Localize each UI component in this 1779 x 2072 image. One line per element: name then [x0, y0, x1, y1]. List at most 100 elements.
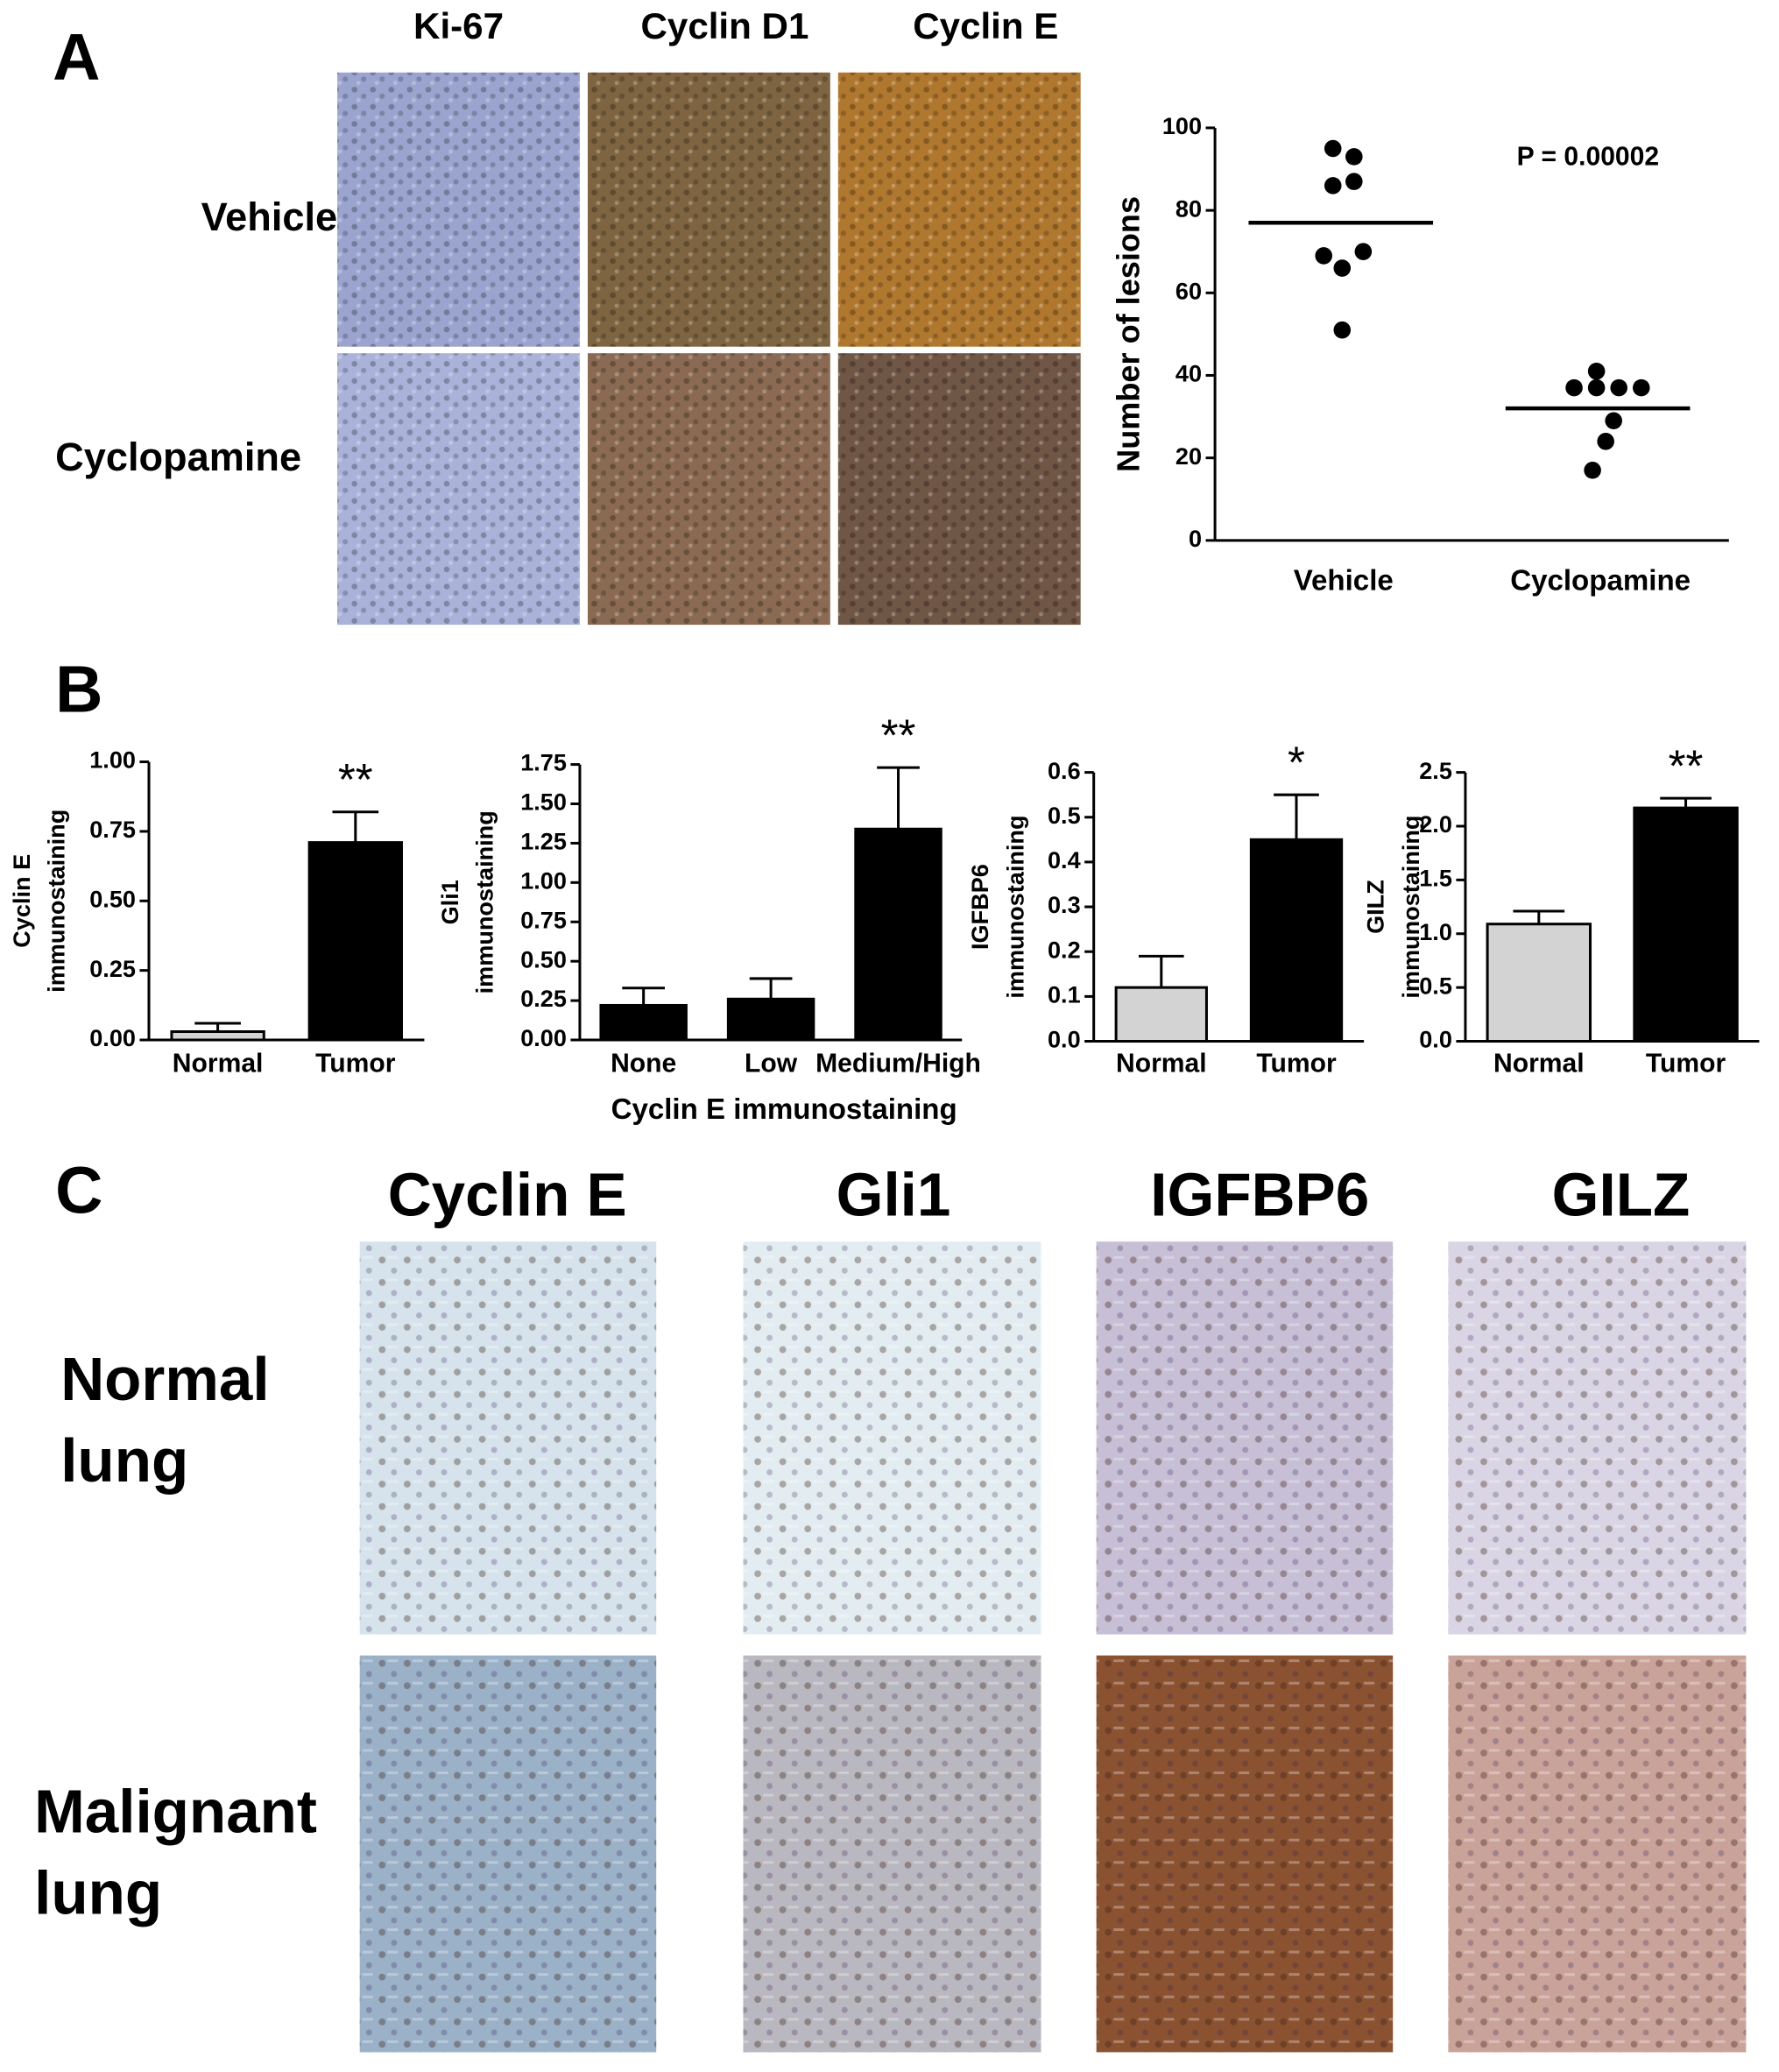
row-label: Vehicle [201, 194, 338, 239]
significance: ** [1669, 740, 1704, 790]
x-axis-label: Cyclin E immunostaining [611, 1093, 957, 1126]
bar [854, 827, 942, 1042]
bar [1633, 806, 1739, 1043]
y-tick-label: 0.5 [1419, 972, 1452, 999]
y-tick-label: 80 [1175, 194, 1202, 222]
column-label: Cyclin D1 [640, 5, 808, 46]
data-point [1565, 378, 1583, 397]
row-label: lung [60, 1426, 188, 1495]
y-axis-label: Number of lesions [1110, 196, 1146, 472]
panel-letter: A [53, 20, 100, 94]
micrograph-texture [1448, 1655, 1747, 2053]
y-tick-label: 0.25 [520, 985, 567, 1012]
bar [599, 1003, 688, 1042]
p-value: P = 0.00002 [1517, 142, 1660, 171]
micrograph-texture [1096, 1655, 1394, 2053]
row-label: lung [34, 1859, 162, 1927]
y-tick-label: 0 [1189, 525, 1202, 552]
column-label: Gli1 [837, 1160, 951, 1228]
y-tick-label: 20 [1175, 442, 1202, 470]
bar [170, 1029, 265, 1042]
data-point [1587, 362, 1606, 380]
y-tick-label: 0.75 [520, 906, 567, 933]
micrograph-texture [587, 72, 830, 347]
micrograph-texture [587, 353, 830, 626]
y-tick-label: 0.2 [1048, 936, 1081, 963]
x-tick-label: Medium/High [815, 1050, 981, 1078]
panel-letter: C [55, 1153, 102, 1227]
panel-letter: B [55, 653, 102, 726]
bar [1114, 986, 1208, 1043]
data-point [1333, 321, 1352, 339]
micrograph-texture [1096, 1241, 1394, 1635]
x-tick-label: None [611, 1050, 676, 1078]
x-tick-label: Tumor [315, 1050, 396, 1078]
y-tick-label: 1.25 [520, 828, 567, 855]
x-tick-label: Low [745, 1050, 798, 1078]
y-tick-label: 40 [1175, 360, 1202, 387]
micrograph-texture [743, 1241, 1041, 1635]
data-point [1345, 148, 1363, 166]
y-axis-label: Gli1 [436, 880, 463, 924]
y-tick-label: 1.0 [1419, 918, 1452, 945]
column-label: Ki-67 [413, 5, 504, 46]
data-point [1633, 378, 1650, 397]
data-point [1345, 173, 1363, 190]
y-tick-label: 2.0 [1419, 810, 1452, 838]
row-label: Cyclopamine [55, 435, 301, 479]
y-tick-label: 0.3 [1048, 891, 1081, 918]
y-axis-label: immunostaining [42, 810, 69, 993]
x-tick-label: Tumor [1646, 1050, 1726, 1078]
data-point [1597, 433, 1614, 450]
y-tick-label: 0.0 [1419, 1026, 1452, 1053]
column-label: Cyclin E [388, 1160, 627, 1228]
column-label: GILZ [1552, 1160, 1691, 1228]
y-tick-label: 0.50 [520, 945, 567, 972]
y-axis-label: immunostaining [470, 810, 498, 994]
y-tick-label: 0.25 [89, 955, 136, 982]
column-label: Cyclin E [913, 5, 1058, 46]
y-tick-label: 0.50 [89, 885, 136, 912]
y-axis-label: immunostaining [1002, 816, 1029, 999]
y-tick-label: 0.00 [89, 1024, 136, 1051]
x-tick-label: Cyclopamine [1510, 565, 1691, 598]
y-tick-label: 0.4 [1048, 846, 1081, 873]
data-point [1605, 412, 1622, 430]
y-axis-label: immunostaining [1397, 816, 1424, 999]
micrograph-texture [743, 1655, 1041, 2053]
row-label: Normal [60, 1345, 269, 1413]
y-tick-label: 100 [1162, 112, 1202, 139]
data-point [1587, 378, 1606, 397]
micrograph-texture [837, 72, 1081, 347]
y-tick-label: 1.5 [1419, 865, 1452, 892]
y-tick-label: 1.75 [520, 749, 567, 776]
x-tick-label: Normal [173, 1050, 264, 1078]
micrograph-texture [837, 353, 1081, 626]
x-tick-label: Normal [1116, 1050, 1207, 1078]
column-label: IGFBP6 [1150, 1160, 1369, 1228]
y-tick-label: 60 [1175, 277, 1202, 304]
y-tick-label: 0.75 [89, 816, 136, 843]
significance: ** [338, 754, 373, 804]
data-point [1315, 247, 1332, 265]
y-tick-label: 0.6 [1048, 757, 1081, 784]
x-tick-label: Tumor [1256, 1050, 1337, 1078]
x-tick-label: Vehicle [1294, 565, 1394, 598]
y-tick-label: 1.00 [520, 866, 567, 894]
y-tick-label: 1.00 [89, 746, 136, 774]
y-axis-label: GILZ [1361, 880, 1388, 934]
data-point [1324, 139, 1342, 158]
micrograph-texture [359, 1655, 657, 2053]
x-tick-label: Normal [1493, 1050, 1585, 1078]
y-tick-label: 0.00 [520, 1024, 567, 1051]
row-label: Malignant [34, 1777, 317, 1845]
y-tick-label: 0.0 [1048, 1026, 1081, 1053]
bar [1249, 838, 1344, 1043]
data-point [1333, 259, 1352, 277]
bar [726, 997, 815, 1042]
micrograph-texture [1448, 1241, 1747, 1635]
micrograph-texture [337, 72, 580, 347]
y-axis-label: IGFBP6 [966, 864, 993, 950]
significance: * [1288, 738, 1305, 788]
